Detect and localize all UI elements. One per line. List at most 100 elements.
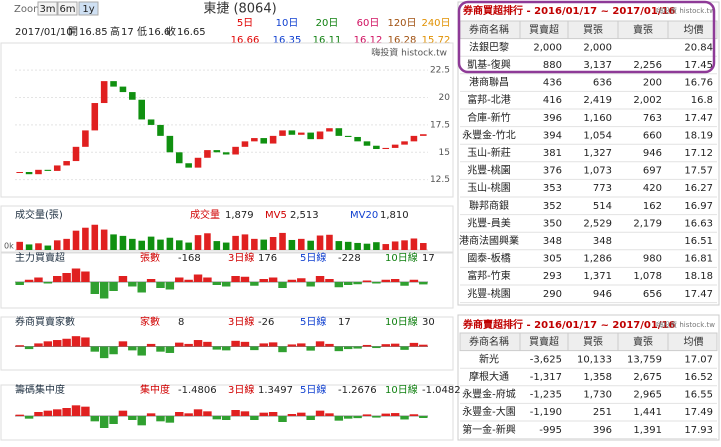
table-cell: 18.18: [684, 271, 713, 282]
volume-bar: [373, 242, 380, 250]
stat-label: MV5: [265, 210, 287, 221]
candle: [53, 165, 61, 171]
table-cell: 880: [543, 60, 562, 71]
oscillator-frame: [0, 252, 454, 309]
oscillator-bar: [118, 276, 128, 282]
table-cell: 773: [593, 183, 612, 194]
oscillator-bar: [343, 282, 353, 285]
broker-name: 富邦-竹東: [467, 269, 511, 282]
broker-name: 新光: [479, 352, 499, 365]
stat-value: 1,879: [225, 210, 254, 221]
volume-bar: [175, 240, 183, 250]
oscillator-bar: [353, 282, 362, 285]
zoom-button-label[interactable]: 1y: [82, 4, 94, 15]
column-header: 均價: [684, 335, 704, 348]
oscillator-bar: [278, 416, 287, 422]
table-watermark: 嗨投資 histock.tw: [656, 320, 715, 329]
ma-value: 16.35: [273, 35, 302, 46]
stat-value: -168: [178, 253, 201, 264]
section-title: 籌碼集中度: [15, 383, 65, 396]
candle: [91, 103, 99, 131]
table-cell: 162: [643, 201, 662, 212]
volume-bar: [420, 243, 427, 250]
candle: [119, 86, 127, 93]
volume-bar: [335, 241, 343, 250]
oscillator-bar: [203, 341, 212, 347]
table-cell: -995: [539, 425, 562, 436]
stat-label: MV20: [350, 210, 378, 221]
table-cell: 636: [593, 78, 612, 89]
oscillator-bar: [343, 346, 353, 350]
oscillator-bar: [297, 343, 306, 347]
candle: [269, 135, 277, 144]
oscillator-bar: [15, 282, 24, 285]
oscillator-frame: [0, 316, 454, 371]
volume-bar: [297, 238, 305, 250]
table-cell: 17.49: [684, 407, 713, 418]
candle: [185, 163, 192, 168]
quote-close: 16.65: [177, 27, 206, 38]
y-tick-label: 12.5: [430, 175, 450, 185]
section-title: 主力買賣超: [15, 251, 65, 264]
candle: [420, 134, 427, 136]
oscillator-bar: [193, 274, 203, 282]
oscillator-bar: [259, 343, 268, 347]
oscillator-bar: [353, 346, 362, 349]
oscillator-bar: [400, 416, 409, 420]
oscillator-bar: [99, 416, 109, 428]
oscillator-bar: [175, 342, 184, 347]
table-cell: 2,002: [633, 95, 662, 106]
oscillator-bar: [409, 342, 419, 347]
oscillator-bar: [128, 416, 137, 420]
stat-value: 176: [258, 253, 277, 264]
table-cell: 16.8: [691, 95, 713, 106]
ma-label: 5日: [237, 18, 253, 29]
candle: [363, 141, 371, 146]
candle: [251, 138, 258, 142]
volume-bar: [288, 239, 296, 250]
zoom-button-label[interactable]: 6m: [59, 4, 75, 15]
stat-value: 17: [422, 253, 435, 264]
table-cell: -1,235: [530, 390, 562, 401]
oscillator-bar: [419, 282, 428, 285]
oscillator-bar: [287, 344, 297, 347]
oscillator-bar: [53, 340, 62, 347]
stat-value: -1.2676: [338, 385, 377, 396]
oscillator-bar: [146, 279, 156, 282]
oscillator-bar: [240, 276, 250, 282]
oscillator-bar: [325, 279, 334, 282]
broker-name: 港商聯昌: [469, 76, 509, 89]
oscillator-bar: [128, 346, 137, 351]
broker-name: 玉山-桃園: [467, 181, 511, 194]
table-cell: 3,137: [583, 60, 612, 71]
oscillator-bar: [62, 273, 71, 282]
oscillator-bar: [90, 416, 100, 422]
zoom-button[interactable]: [78, 1, 99, 16]
oscillator-bar: [315, 341, 325, 347]
zoom-button[interactable]: [37, 1, 58, 16]
oscillator-bar: [156, 416, 165, 422]
broker-name: 兆豐-桃園: [467, 164, 511, 177]
oscillator-bar: [34, 277, 43, 282]
oscillator-bar: [409, 414, 419, 416]
oscillator-bar: [343, 416, 353, 419]
table-cell: 348: [593, 236, 612, 247]
table-cell: 1,327: [583, 148, 612, 159]
candle: [279, 130, 286, 136]
stat-label: 5日線: [300, 383, 326, 396]
table-cell: 17.12: [684, 148, 713, 159]
candle: [316, 131, 324, 140]
ma-value: 16.11: [313, 35, 342, 46]
volume-bar: [316, 235, 324, 250]
table-cell: 1,054: [583, 130, 612, 141]
zoom-button[interactable]: [57, 1, 78, 16]
oscillator-bar: [34, 343, 43, 347]
candle: [344, 135, 352, 137]
candle: [35, 169, 42, 175]
oscillator-bar: [193, 340, 203, 347]
oscillator-bar: [146, 413, 156, 416]
table-cell: 1,073: [583, 166, 612, 177]
zoom-button-label[interactable]: 3m: [39, 4, 55, 15]
volume-bar: [410, 238, 418, 250]
oscillator-bar: [71, 336, 81, 347]
